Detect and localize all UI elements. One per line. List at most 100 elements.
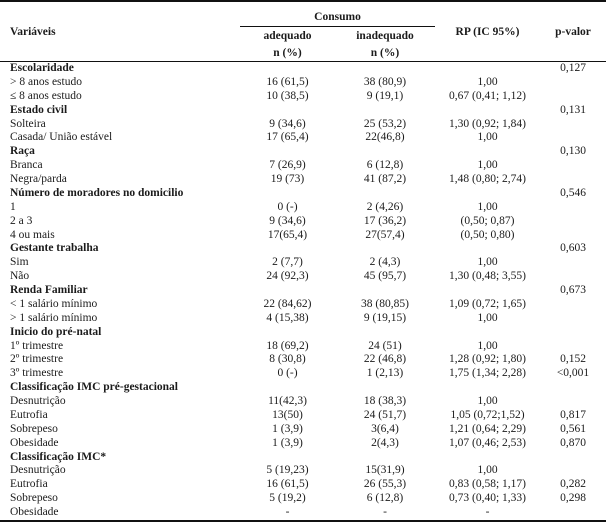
inadequado-value-cell <box>335 284 435 298</box>
variable-label-cell: Casada/ União estável <box>10 131 113 144</box>
rp-ic95-value-cell <box>435 451 540 465</box>
table-row: Gestante trabalha 0,603 <box>0 242 606 256</box>
table-body: Escolaridade 0,127 > 8 anos estudo 16 (6… <box>0 62 606 521</box>
table-row: Desnutrição 5 (19,23) 15(31,9) 1,00 <box>0 464 606 478</box>
rp-ic95-value-cell: - <box>485 506 490 518</box>
rp-ic95-value-cell: 1,00 <box>477 200 498 213</box>
inadequado-value-cell: 25 (53,2) <box>363 117 407 130</box>
column-header-rp-ic95: RP (IC 95%) <box>455 25 520 38</box>
variable-label-cell: Obesidade <box>10 506 59 518</box>
variable-label-cell: Classificação IMC* <box>10 450 107 463</box>
table-row: 2 a 3 9 (34,6) 17 (36,2) (0,50; 0,87) <box>0 215 606 229</box>
adequado-value-cell: 7 (26,9) <box>269 159 306 172</box>
rp-ic95-value-cell: 1,07 (0,46; 2,53) <box>449 436 526 449</box>
table-row: Número de moradores no domicilio 0,546 <box>0 187 606 201</box>
inadequado-value-cell <box>335 187 435 201</box>
variable-label-cell: > 1 salário mínimo <box>10 311 98 324</box>
header-row-consumo: Variáveis Consumo RP (IC 95%) p-valor <box>0 1 606 38</box>
table-row: Negra/parda 19 (73) 41 (87,2) 1,48 (0,80… <box>0 173 606 187</box>
adequado-value-cell: 5 (19,23) <box>266 464 309 477</box>
adequado-value-cell <box>240 242 335 256</box>
table-row: Sim 2 (7,7) 2 (4,3) 1,00 <box>0 256 606 270</box>
rp-ic95-value-cell <box>435 187 540 201</box>
p-valor-cell <box>540 270 606 284</box>
p-valor-cell <box>540 464 606 478</box>
inadequado-value-cell: 3(6,4) <box>371 422 399 435</box>
adequado-value-cell: 9 (34,6) <box>269 117 306 130</box>
p-valor-cell <box>540 159 606 173</box>
inadequado-value-cell: 38 (80,85) <box>361 297 409 310</box>
inadequado-value-cell <box>335 104 435 118</box>
p-valor-cell <box>540 340 606 354</box>
adequado-value-cell <box>240 62 335 76</box>
inadequado-value-cell <box>335 145 435 159</box>
adequado-value-cell: 5 (19,2) <box>269 492 306 505</box>
column-group-header-consumo: Consumo <box>240 1 435 27</box>
adequado-value-cell: 2 (7,7) <box>272 256 303 269</box>
variable-label-cell: Classificação IMC pré-gestacional <box>10 381 178 394</box>
p-valor-cell: 0,817 <box>560 408 586 421</box>
table-row: > 1 salário mínimo 4 (15,38) 9 (19,15) 1… <box>0 312 606 326</box>
inadequado-value-cell: 6 (12,8) <box>366 159 404 172</box>
variable-label-cell: Solteira <box>10 117 46 130</box>
rp-ic95-value-cell: 1,00 <box>477 131 498 144</box>
inadequado-value-cell: 2(4,3) <box>371 436 399 449</box>
variable-label-cell: Negra/parda <box>10 173 67 185</box>
table-row: 2º trimestre 8 (30,8) 22 (46,8) 1,28 (0,… <box>0 353 606 367</box>
p-valor-cell <box>540 173 606 187</box>
rp-ic95-value-cell: (0,50; 0,80) <box>460 228 515 241</box>
column-header-n-pct-inadequado: n (%) <box>370 46 400 59</box>
table-row: Obesidade 1 (3,9) 2(4,3) 1,07 (0,46; 2,5… <box>0 437 606 451</box>
inadequado-value-cell: 9 (19,15) <box>363 311 407 324</box>
rp-ic95-value-cell: 1,00 <box>477 339 498 352</box>
rp-ic95-value-cell <box>435 104 540 118</box>
inadequado-value-cell: 22 (46,8) <box>363 353 407 366</box>
inadequado-value-cell: 27(57,4) <box>365 228 405 241</box>
p-valor-cell <box>540 76 606 90</box>
adequado-value-cell <box>240 451 335 465</box>
adequado-value-cell <box>240 284 335 298</box>
adequado-value-cell: 1 (3,9) <box>272 436 303 449</box>
variable-label-cell: Desnutrição <box>10 464 66 477</box>
inadequado-value-cell: 2 (4,26) <box>366 200 404 213</box>
rp-ic95-value-cell: 1,28 (0,92; 1,80) <box>449 353 526 366</box>
column-header-adequado: adequado <box>263 29 312 42</box>
adequado-value-cell: 24 (92,3) <box>266 270 309 283</box>
rp-ic95-value-cell: 1,00 <box>477 75 498 88</box>
adequado-value-cell: 22 (84,62) <box>263 297 312 310</box>
p-valor-cell <box>540 395 606 409</box>
p-valor-cell: 0,282 <box>560 478 586 491</box>
rp-ic95-value-cell: 1,09 (0,72; 1,65) <box>449 297 526 310</box>
inadequado-value-cell: - <box>383 506 387 518</box>
rp-ic95-value-cell: 1,30 (0,92; 1,84) <box>449 117 526 130</box>
variable-label-cell: Sobrepeso <box>10 422 58 435</box>
rp-ic95-value-cell: 1,00 <box>477 256 498 269</box>
p-valor-cell <box>540 118 606 132</box>
variable-label-cell: Desnutrição <box>10 395 66 407</box>
rp-ic95-value-cell: 1,48 (0,80; 2,74) <box>449 173 526 185</box>
inadequado-value-cell: 17 (36,2) <box>363 214 407 227</box>
p-valor-cell: 0,870 <box>560 436 586 449</box>
adequado-value-cell: 0 (-) <box>277 367 298 380</box>
rp-ic95-value-cell <box>435 381 540 395</box>
adequado-value-cell: 18 (69,2) <box>266 339 309 352</box>
p-valor-cell: 0,152 <box>560 353 586 366</box>
table-row: > 8 anos estudo 16 (61,5) 38 (80,9) 1,00 <box>0 76 606 90</box>
table-row: Eutrofia 13(50) 24 (51,7) 1,05 (0,72;1,5… <box>0 409 606 423</box>
rp-ic95-value-cell <box>435 326 540 340</box>
table-header: Variáveis Consumo RP (IC 95%) p-valor ad… <box>0 1 606 62</box>
inadequado-value-cell: 41 (87,2) <box>363 173 407 185</box>
variable-label-cell: < 1 salário mínimo <box>10 297 98 310</box>
table-row: Classificação IMC pré-gestacional <box>0 381 606 395</box>
inadequado-value-cell: 24 (51) <box>368 339 402 352</box>
table-row: Escolaridade 0,127 <box>0 62 606 76</box>
rp-ic95-value-cell <box>435 62 540 76</box>
rp-ic95-value-cell: 1,75 (1,34; 2,28) <box>449 367 526 380</box>
adequado-value-cell: - <box>285 506 290 518</box>
adequado-value-cell <box>240 381 335 395</box>
inadequado-value-cell: 45 (95,7) <box>363 270 407 283</box>
variable-label-cell: Sim <box>10 256 29 269</box>
variable-label-cell: Raça <box>10 145 35 158</box>
variable-label-cell: Número de moradores no domicilio <box>10 186 184 199</box>
